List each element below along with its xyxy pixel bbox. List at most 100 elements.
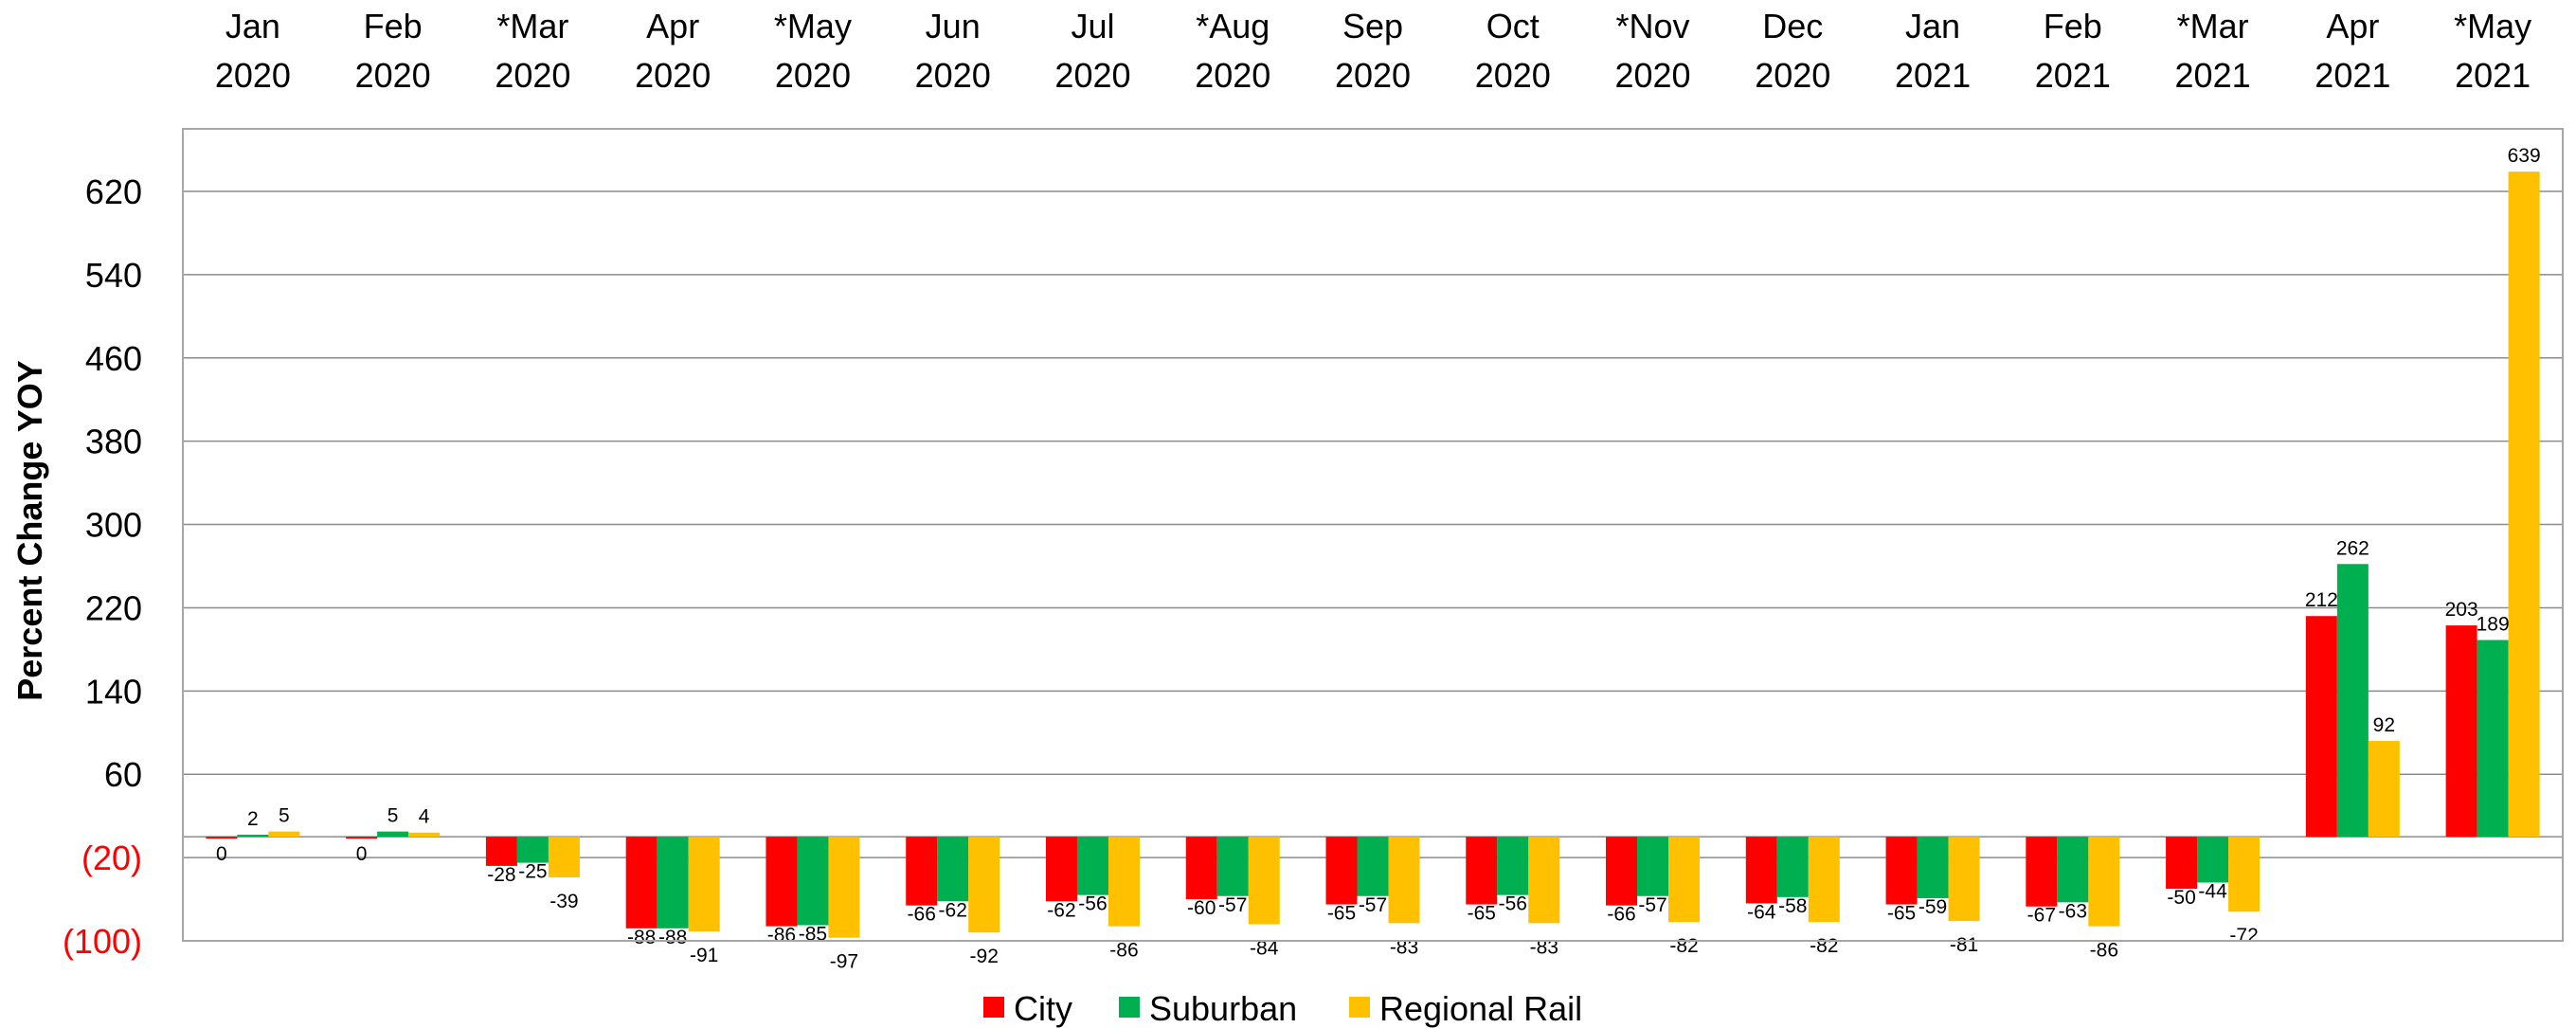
data-label: -86	[2090, 940, 2118, 962]
category-label: Feb	[364, 7, 423, 45]
data-label: -97	[830, 951, 858, 973]
data-label: -63	[2059, 900, 2087, 922]
category-label: Feb	[2044, 7, 2102, 45]
data-label: -64	[1747, 901, 1776, 923]
data-labels: 0 0-28-88 -86-66 -62 -60 -65 -65 -66 -64 -65 -67-5…	[216, 145, 2541, 973]
data-label: -62	[939, 899, 967, 921]
bar	[2508, 171, 2540, 838]
category-label: Dec	[1762, 7, 1823, 45]
bar	[2057, 837, 2089, 903]
category-label: Oct	[1486, 7, 1540, 45]
legend-swatch	[983, 997, 1004, 1018]
bar	[968, 837, 1000, 933]
legend-label: Suburban	[1149, 989, 1297, 1028]
data-label: 5	[387, 805, 399, 827]
data-label: -91	[690, 945, 718, 966]
data-label: -65	[1468, 903, 1496, 925]
data-label: -72	[2229, 925, 2258, 947]
bar	[1045, 837, 1077, 902]
category-label: *Mar	[2177, 7, 2249, 45]
data-label: 639	[2508, 145, 2541, 167]
data-label: -82	[1669, 935, 1698, 957]
y-tick-label: 140	[85, 672, 142, 711]
data-label: 92	[2373, 714, 2395, 736]
y-tick-label: 620	[85, 172, 142, 211]
data-label: -83	[1390, 936, 1418, 958]
category-label: 2020	[775, 56, 851, 95]
data-label: -82	[1810, 935, 1838, 957]
bar	[1216, 837, 1249, 896]
category-label: 2020	[635, 56, 711, 95]
category-label: 2020	[355, 56, 431, 95]
data-label: -92	[970, 946, 999, 967]
category-labels: Jan 2020 Feb 2020 *Mar 2020 Apr 2020 *May 2020 Jun…	[215, 7, 2531, 95]
legend-swatch	[1349, 997, 1370, 1018]
bar	[1808, 837, 1840, 923]
y-tick-label: 300	[85, 506, 142, 545]
category-label: *Nov	[1616, 7, 1690, 45]
bar	[1668, 837, 1701, 923]
bar	[1606, 837, 1638, 906]
category-label: Apr	[646, 7, 699, 45]
legend: City Suburban Regional Rail	[983, 989, 1582, 1028]
y-tick-label: 60	[104, 755, 142, 794]
bar	[2026, 837, 2058, 907]
bar	[485, 837, 517, 866]
y-tick-label: 540	[85, 256, 142, 295]
data-label: -84	[1250, 937, 1279, 959]
data-label: -65	[1327, 903, 1356, 925]
bar	[1466, 837, 1498, 905]
bar	[377, 831, 409, 838]
legend-swatch	[1119, 997, 1140, 1018]
bar	[1948, 837, 1980, 922]
bar	[797, 837, 829, 926]
bar	[237, 834, 269, 838]
bar	[1108, 837, 1140, 927]
legend-label: City	[1014, 989, 1072, 1028]
data-label: -50	[2167, 887, 2195, 909]
data-label: -81	[1950, 934, 1978, 956]
y-tick-label: (20)	[81, 839, 142, 877]
category-label: *May	[2454, 7, 2531, 45]
data-label: -62	[1047, 899, 1075, 921]
data-label: -88	[627, 927, 656, 948]
bar	[828, 837, 860, 938]
bar	[1185, 837, 1217, 900]
data-label: -88	[658, 927, 687, 948]
bar	[1745, 837, 1777, 904]
category-label: 2020	[1475, 56, 1551, 95]
y-tick-label: 220	[85, 588, 142, 627]
bar	[2228, 837, 2261, 912]
data-label: -25	[518, 861, 547, 883]
bar	[268, 831, 300, 838]
data-label: -60	[1187, 897, 1216, 919]
bar	[906, 837, 938, 906]
y-tick-label: 380	[85, 423, 142, 461]
data-label: 262	[2336, 537, 2369, 559]
data-label: -86	[1109, 940, 1138, 962]
data-label: 189	[2477, 614, 2510, 636]
category-label: 2020	[1195, 56, 1270, 95]
bar	[1776, 837, 1809, 897]
bar	[766, 837, 798, 927]
category-label: 2020	[1335, 56, 1411, 95]
bar	[1248, 837, 1280, 925]
bar	[657, 837, 689, 929]
bars	[206, 171, 2540, 938]
bar	[1325, 837, 1358, 905]
bar	[2336, 564, 2369, 838]
y-tick-label: (100)	[63, 922, 142, 961]
bar	[516, 837, 549, 863]
data-label: -85	[799, 924, 827, 946]
data-label: -86	[767, 925, 796, 947]
bar	[1076, 837, 1108, 895]
category-label: 2020	[215, 56, 291, 95]
data-label: -56	[1499, 893, 1527, 915]
bar	[1528, 837, 1560, 924]
bar	[2197, 837, 2229, 883]
category-label: 2020	[495, 56, 570, 95]
category-label: *May	[774, 7, 852, 45]
bar	[1388, 837, 1420, 924]
bar	[2368, 741, 2400, 838]
